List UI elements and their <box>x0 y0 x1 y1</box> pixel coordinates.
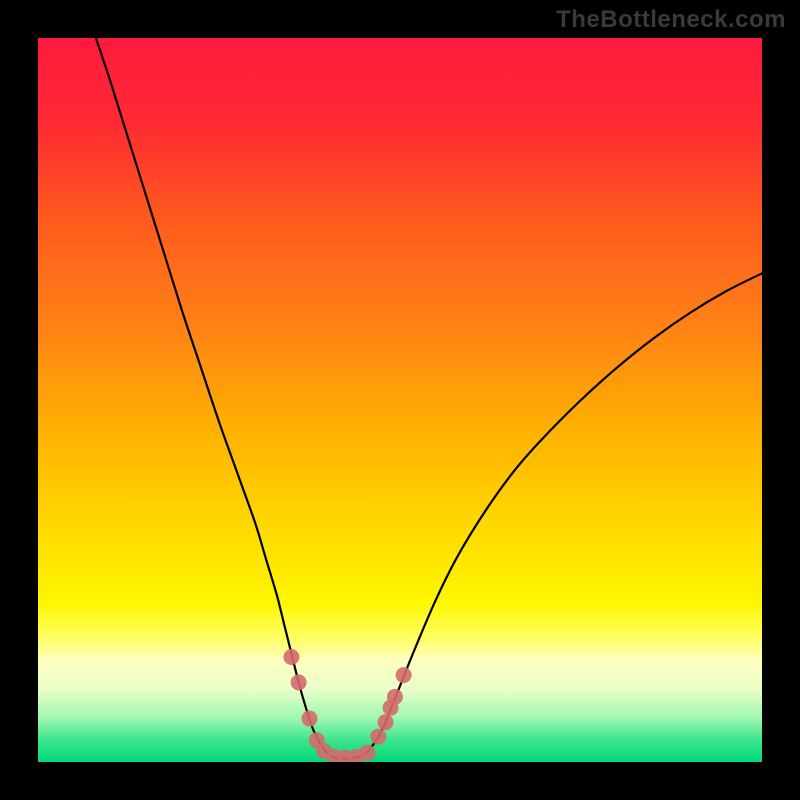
chart-background-gradient <box>38 38 762 762</box>
curve-marker <box>396 667 412 683</box>
chart-plot-area <box>38 38 762 762</box>
bottleneck-curve-chart <box>38 38 762 762</box>
curve-marker <box>387 689 403 705</box>
curve-marker <box>283 649 299 665</box>
curve-marker <box>370 729 386 745</box>
curve-marker <box>302 711 318 727</box>
curve-marker <box>378 714 394 730</box>
watermark-text: TheBottleneck.com <box>556 6 786 34</box>
curve-marker <box>291 674 307 690</box>
curve-marker <box>359 745 375 761</box>
